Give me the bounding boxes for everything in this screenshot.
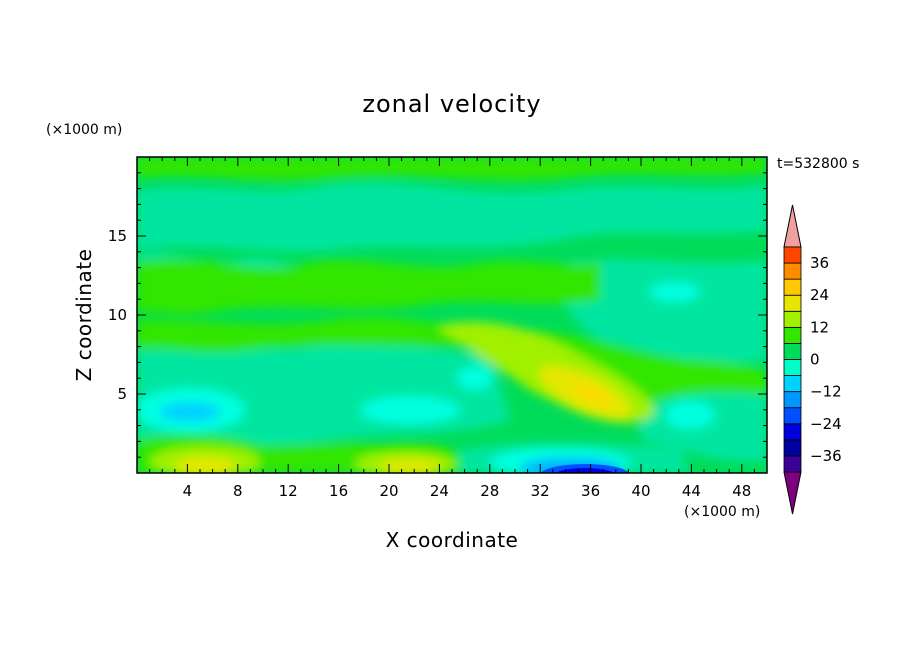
contour-region	[137, 259, 600, 315]
x-tick-label: 36	[581, 482, 600, 500]
x-tick-label: 48	[732, 482, 751, 500]
x-tick-label: 4	[183, 482, 193, 500]
y-axis-label: Z coordinate	[72, 249, 96, 382]
contour-region	[380, 460, 440, 473]
colorbar-swatch	[783, 343, 802, 360]
colorbar-swatch	[783, 455, 802, 473]
colorbar-swatch	[783, 439, 802, 457]
contour-region	[665, 401, 715, 429]
y-tick-label: 15	[108, 227, 127, 245]
contour-region	[137, 317, 480, 353]
colorbar-label: 36	[810, 254, 829, 272]
x-axis-unit: (×1000 m)	[684, 504, 760, 520]
x-tick-label: 8	[233, 482, 243, 500]
x-tick-label: 24	[430, 482, 449, 500]
colorbar-swatch	[783, 359, 802, 376]
colorbar-label: −12	[810, 383, 842, 401]
contour-region	[573, 383, 611, 405]
colorbar-swatch	[783, 391, 802, 409]
y-axis-unit: (×1000 m)	[46, 122, 122, 138]
colorbar-label: 0	[810, 351, 820, 369]
x-tick-label: 40	[631, 482, 650, 500]
contour-region	[137, 157, 767, 181]
x-tick-label: 20	[379, 482, 398, 500]
colorbar-label: −24	[810, 415, 842, 433]
colorbar-swatch	[783, 423, 802, 441]
colorbar: 36 24 12 0 −12 −24 −36	[783, 204, 842, 515]
contour-region	[457, 366, 493, 390]
contour-region	[160, 402, 220, 422]
contour-region	[175, 457, 235, 473]
contour-region	[557, 259, 767, 363]
x-tick-label: 44	[682, 482, 701, 500]
contour-field	[137, 157, 767, 473]
contour-region	[137, 182, 767, 252]
chart-title: zonal velocity	[362, 90, 541, 118]
contour-region	[360, 396, 460, 424]
colorbar-extension-low	[783, 471, 802, 515]
colorbar-swatch	[783, 262, 802, 280]
y-axis-ticks: 5 10 15	[108, 172, 767, 458]
colorbar-swatch	[783, 375, 802, 393]
time-label: t=532800 s	[777, 156, 859, 172]
colorbar-swatch	[783, 294, 802, 312]
colorbar-swatch	[783, 310, 802, 328]
contour-region	[650, 282, 700, 302]
colorbar-swatch	[783, 326, 802, 344]
y-tick-label: 5	[117, 385, 127, 403]
x-tick-label: 12	[279, 482, 298, 500]
y-tick-label: 10	[108, 306, 127, 324]
x-tick-label: 16	[329, 482, 348, 500]
x-axis-ticks: 4 8 12 16 20 24 28 32 36 40 44 48	[149, 157, 755, 500]
colorbar-label: 12	[810, 318, 829, 336]
contour-region	[555, 468, 615, 473]
colorbar-label: −36	[810, 447, 842, 465]
colorbar-swatch	[783, 407, 802, 425]
x-axis-label: X coordinate	[386, 528, 519, 552]
colorbar-swatch	[783, 278, 802, 296]
x-tick-label: 28	[480, 482, 499, 500]
colorbar-label: 24	[810, 286, 829, 304]
colorbar-extension-high	[783, 204, 802, 248]
colorbar-swatch	[783, 246, 802, 264]
x-tick-label: 32	[531, 482, 550, 500]
